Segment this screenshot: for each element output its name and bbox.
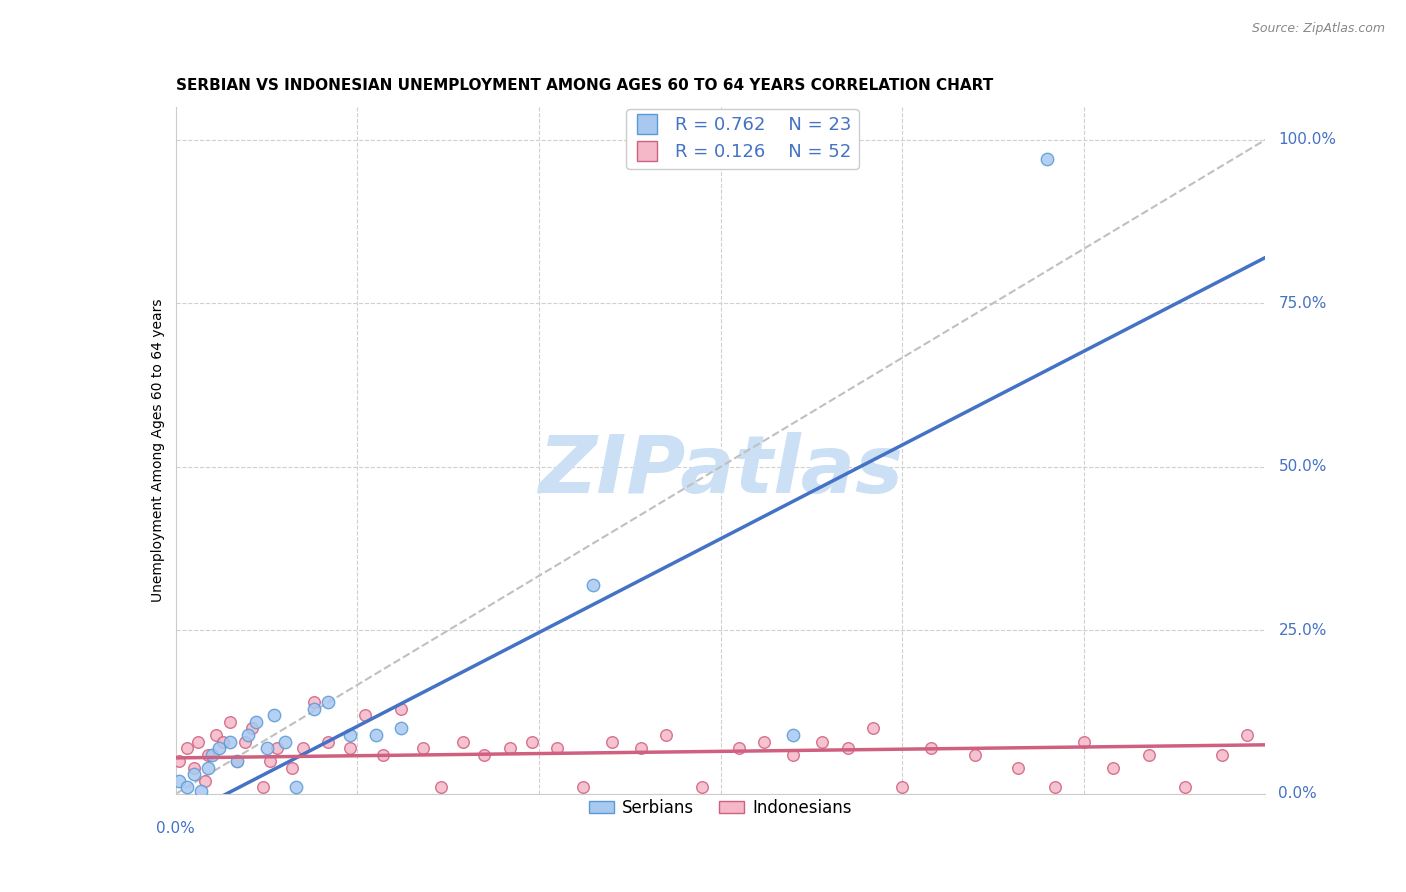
Point (245, 714, 267, 729)
Point (219, 714, 242, 729)
Point (169, 773, 191, 788)
Point (263, 708, 285, 723)
Point (546, 741, 568, 756)
Point (430, 780, 453, 795)
Point (176, 780, 198, 795)
Point (412, 741, 434, 756)
Point (782, 728, 804, 742)
Point (655, 728, 678, 742)
Point (371, 747, 394, 762)
Point (1174, 780, 1197, 795)
Point (318, 695, 340, 709)
Point (1007, 761, 1029, 775)
Point (284, 780, 307, 795)
Point (811, 734, 834, 748)
Point (364, 728, 387, 742)
Point (226, 754, 249, 768)
Point (266, 741, 288, 756)
Text: 75.0%: 75.0% (1278, 296, 1327, 310)
Point (520, 734, 543, 748)
Point (754, 734, 776, 748)
Point (353, 708, 375, 723)
Point (837, 741, 859, 756)
Point (339, 741, 361, 756)
Point (782, 747, 804, 762)
Point (226, 754, 249, 768)
Point (291, 741, 314, 756)
Point (204, 728, 226, 742)
Point (692, 780, 714, 795)
Point (176, 741, 198, 756)
Point (186, 734, 209, 748)
Point (499, 741, 522, 756)
Point (630, 741, 652, 756)
Point (1073, 734, 1095, 748)
Point (727, 741, 749, 756)
Point (1236, 728, 1258, 742)
Point (571, 780, 593, 795)
Text: ZIPatlas: ZIPatlas (538, 432, 903, 510)
Point (233, 734, 256, 748)
Point (302, 702, 325, 716)
Point (600, 734, 623, 748)
Point (183, 767, 205, 781)
Point (183, 761, 205, 775)
Point (891, 780, 914, 795)
Point (169, 754, 191, 768)
Point (212, 734, 235, 748)
Point (920, 741, 942, 756)
Point (389, 702, 412, 716)
Point (582, 577, 605, 591)
Point (1036, 153, 1059, 167)
Point (474, 747, 496, 762)
Point (1043, 780, 1066, 795)
Point (281, 761, 304, 775)
Point (259, 754, 281, 768)
Point (274, 734, 297, 748)
Point (190, 783, 212, 797)
Point (208, 741, 231, 756)
Point (197, 761, 219, 775)
Text: SERBIAN VS INDONESIAN UNEMPLOYMENT AMONG AGES 60 TO 64 YEARS CORRELATION CHART: SERBIAN VS INDONESIAN UNEMPLOYMENT AMONG… (176, 78, 993, 94)
Point (963, 747, 986, 762)
Point (1102, 761, 1125, 775)
Text: 0.0%: 0.0% (1278, 787, 1317, 801)
Point (240, 722, 263, 736)
Text: 0.0%: 0.0% (156, 822, 195, 837)
Y-axis label: Unemployment Among Ages 60 to 64 years: Unemployment Among Ages 60 to 64 years (150, 299, 165, 602)
Point (194, 773, 217, 788)
Point (318, 734, 340, 748)
Point (302, 695, 325, 709)
Point (451, 734, 474, 748)
Legend: Serbians, Indonesians: Serbians, Indonesians (582, 792, 859, 823)
Text: Source: ZipAtlas.com: Source: ZipAtlas.com (1251, 22, 1385, 36)
Text: 100.0%: 100.0% (1278, 132, 1337, 147)
Point (389, 722, 412, 736)
Point (1137, 747, 1160, 762)
Point (1211, 747, 1233, 762)
Point (197, 747, 219, 762)
Point (339, 728, 361, 742)
Point (201, 747, 224, 762)
Point (862, 722, 884, 736)
Point (252, 780, 274, 795)
Text: 25.0%: 25.0% (1278, 623, 1327, 638)
Point (219, 734, 242, 748)
Point (238, 728, 260, 742)
Text: 50.0%: 50.0% (1278, 459, 1327, 475)
Point (256, 741, 278, 756)
